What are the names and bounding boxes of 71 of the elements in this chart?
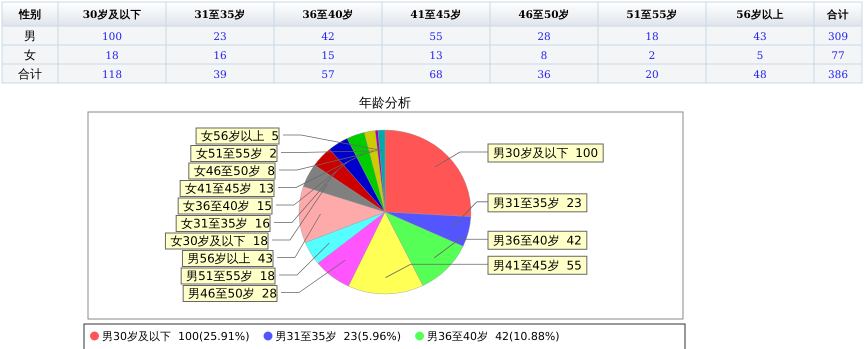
slice-label: 女30岁及以下 bbox=[170, 234, 246, 248]
data-label: 309 bbox=[828, 31, 848, 43]
slice-label: 男36至40岁 bbox=[493, 233, 560, 248]
data-label: 43 bbox=[753, 31, 767, 43]
data-label: 16 bbox=[254, 216, 270, 230]
data-label: 100 bbox=[102, 31, 122, 43]
data-label: 68 bbox=[429, 69, 443, 81]
data-label: 77 bbox=[831, 50, 845, 62]
chart-title: 年龄分析 bbox=[359, 96, 411, 111]
data-label: 55 bbox=[429, 31, 443, 43]
data-label: 36 bbox=[537, 69, 551, 81]
data-label: 15 bbox=[321, 50, 335, 62]
data-label: 5 bbox=[271, 129, 279, 143]
data-label: 100 bbox=[575, 146, 598, 160]
x-tick-label: 51至55岁 bbox=[626, 8, 678, 21]
legend-label: 男36至40岁 bbox=[427, 330, 488, 343]
x-tick-label: 合计 bbox=[826, 8, 849, 21]
data-label: 48 bbox=[753, 69, 767, 81]
data-label: 13 bbox=[258, 182, 274, 196]
x-tick-label: 30岁及以下 bbox=[82, 8, 142, 21]
x-tick-label: 56岁以上 bbox=[736, 8, 784, 21]
data-label: 18 bbox=[252, 234, 268, 248]
slice-label: 女51至55岁 bbox=[196, 146, 262, 160]
slice-label: 女56岁以上 bbox=[201, 129, 264, 143]
legend-label: 男30岁及以下 bbox=[102, 330, 171, 343]
data-label: 18 bbox=[105, 50, 119, 62]
data-label: 57 bbox=[321, 69, 335, 81]
text: 42(10.88%) bbox=[495, 330, 560, 343]
data-label: 23 bbox=[213, 31, 227, 43]
data-label: 28 bbox=[262, 286, 277, 300]
y-axis-title: 性别 bbox=[18, 8, 41, 21]
data-label: 23 bbox=[566, 196, 582, 210]
y-tick-label: 合计 bbox=[18, 67, 42, 81]
data-label: 15 bbox=[256, 199, 272, 213]
x-tick-label: 31至35岁 bbox=[194, 8, 246, 21]
slice-label: 男56岁以上 bbox=[187, 252, 251, 266]
y-tick-label: 男 bbox=[24, 29, 36, 43]
data-label: 118 bbox=[102, 69, 122, 81]
data-label: 20 bbox=[645, 69, 659, 81]
y-tick-label: 女 bbox=[24, 48, 36, 62]
slice-label: 男51至55岁 bbox=[186, 269, 253, 283]
slice-label: 女46至50岁 bbox=[194, 164, 260, 178]
data-label: 386 bbox=[828, 69, 848, 81]
data-label: 42 bbox=[566, 233, 582, 248]
slice-label: 男46至50岁 bbox=[188, 286, 255, 300]
slice-label: 男31至35岁 bbox=[493, 196, 560, 210]
data-label: 16 bbox=[213, 50, 227, 62]
slice-label: 女36至40岁 bbox=[183, 199, 250, 213]
text: 23(5.96%) bbox=[344, 330, 402, 343]
x-tick-label: 36至40岁 bbox=[302, 8, 354, 21]
data-label: 2 bbox=[269, 146, 277, 160]
data-label: 8 bbox=[267, 164, 275, 178]
x-tick-label: 46至50岁 bbox=[518, 8, 570, 21]
data-label: 13 bbox=[429, 50, 443, 62]
legend-label: 男31至35岁 bbox=[276, 330, 337, 343]
x-tick-label: 41至45岁 bbox=[410, 8, 462, 21]
data-label: 18 bbox=[645, 31, 659, 43]
data-label: 55 bbox=[566, 258, 582, 272]
slice-label: 男41至45岁 bbox=[493, 258, 560, 272]
text: 100(25.91%) bbox=[178, 330, 250, 343]
slice-label: 女31至35岁 bbox=[181, 216, 248, 230]
data-label: 42 bbox=[321, 31, 335, 43]
data-label: 5 bbox=[756, 50, 764, 62]
slice-label: 男30岁及以下 bbox=[493, 146, 568, 160]
data-label: 28 bbox=[537, 31, 551, 43]
data-label: 39 bbox=[213, 69, 227, 81]
data-label: 8 bbox=[540, 50, 548, 62]
slice-label: 女41至45岁 bbox=[185, 182, 252, 196]
data-label: 43 bbox=[258, 252, 273, 266]
data-label: 2 bbox=[648, 50, 656, 62]
data-label: 18 bbox=[260, 269, 275, 283]
